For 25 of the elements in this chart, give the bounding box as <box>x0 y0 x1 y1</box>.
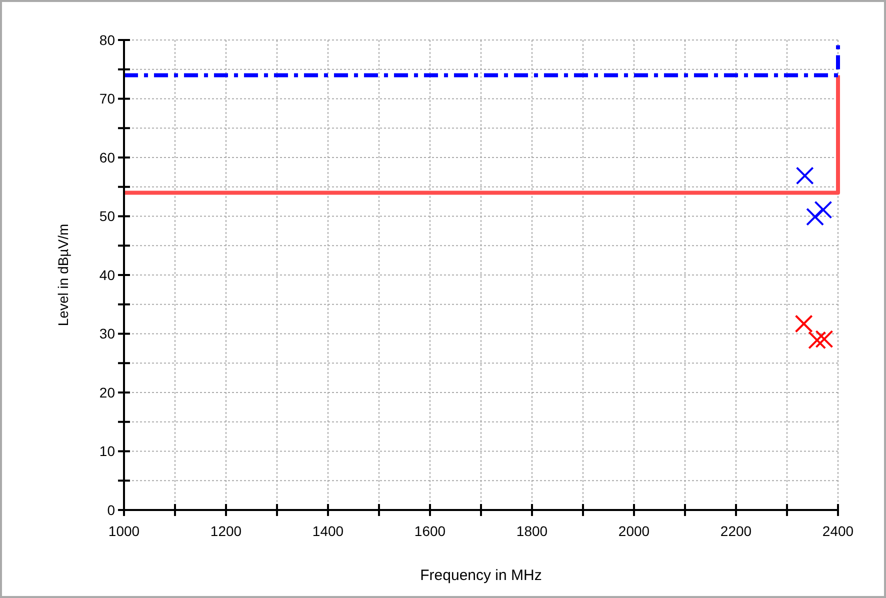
y-tick-label: 50 <box>99 208 116 224</box>
y-tick-label: 20 <box>99 384 116 400</box>
x-tick-label: 2200 <box>720 523 752 539</box>
x-tick-label: 1800 <box>516 523 548 539</box>
x-tick-label: 1000 <box>108 523 140 539</box>
point <box>794 314 813 333</box>
y-tick-label: 60 <box>99 149 116 166</box>
y-tick-label: 30 <box>99 326 116 342</box>
x-tick-label: 1400 <box>312 523 344 539</box>
y-tick-label: 0 <box>107 502 116 518</box>
y-axis-title: Level in dBµV/m <box>55 224 71 326</box>
x-tick-label: 1200 <box>210 523 242 539</box>
y-tick-label: 70 <box>99 90 116 107</box>
point <box>814 200 832 219</box>
point <box>815 330 834 348</box>
x-axis-title: Frequency in MHz <box>420 567 542 584</box>
point <box>808 331 826 350</box>
x-tick-label: 1600 <box>414 523 446 539</box>
y-tick-label: 10 <box>99 443 116 460</box>
point <box>796 166 814 185</box>
point <box>806 208 824 226</box>
y-tick-label: 80 <box>99 32 116 48</box>
y-tick-label: 40 <box>99 266 116 283</box>
x-tick-label: 2000 <box>618 523 650 539</box>
x-tick-label: 2400 <box>822 523 854 539</box>
